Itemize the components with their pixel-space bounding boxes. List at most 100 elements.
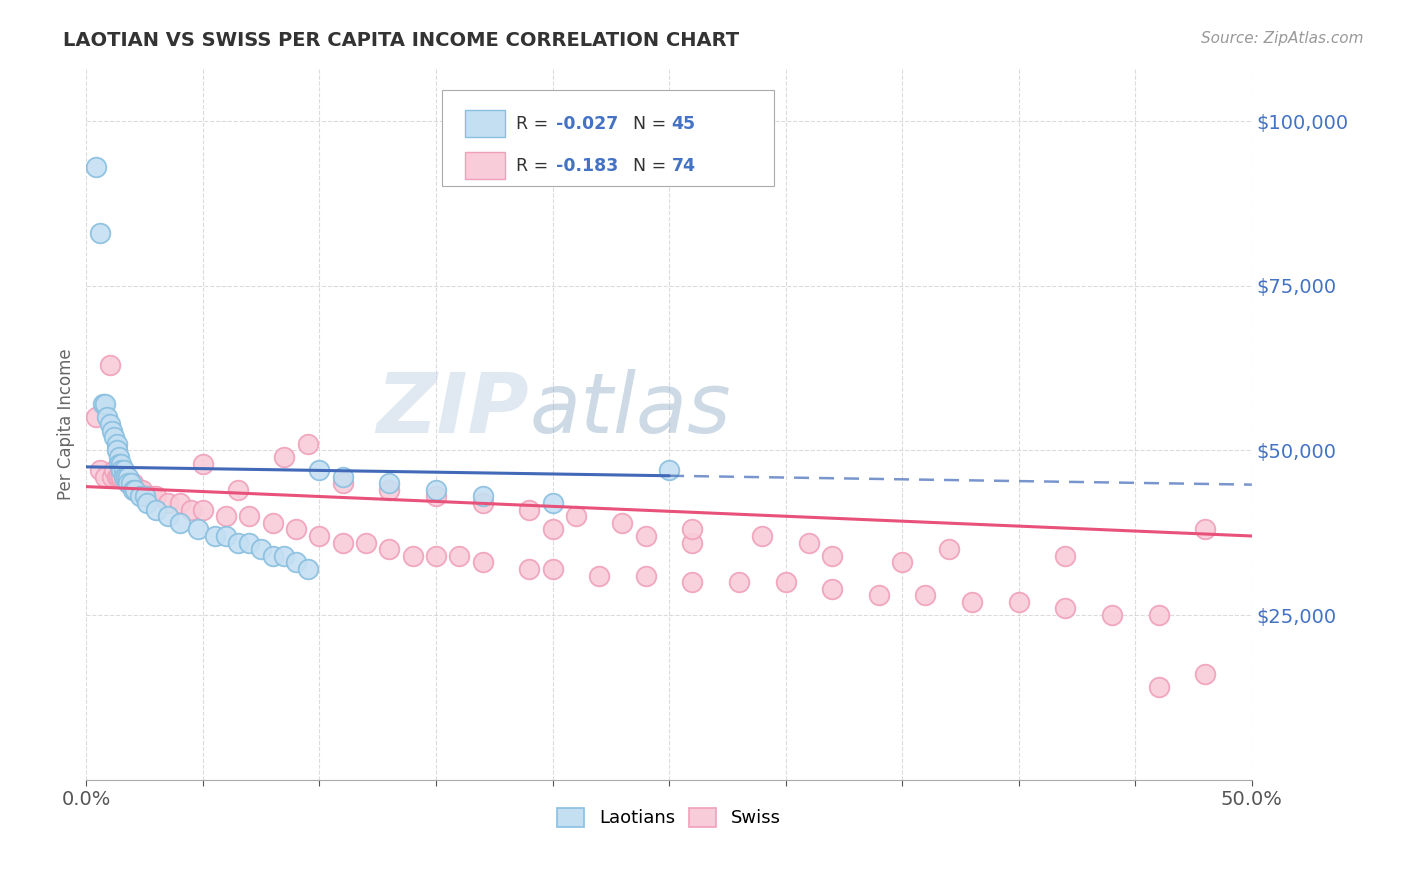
Point — [169, 496, 191, 510]
Text: ZIP: ZIP — [377, 369, 529, 450]
Point — [98, 358, 121, 372]
Point — [135, 490, 157, 504]
Point — [103, 463, 125, 477]
Point — [285, 523, 308, 537]
Point — [96, 410, 118, 425]
Point — [135, 496, 157, 510]
Text: LAOTIAN VS SWISS PER CAPITA INCOME CORRELATION CHART: LAOTIAN VS SWISS PER CAPITA INCOME CORRE… — [63, 31, 740, 50]
Point — [122, 476, 145, 491]
Point — [117, 476, 139, 491]
Point — [354, 535, 377, 549]
Point — [797, 535, 820, 549]
Text: -0.027: -0.027 — [555, 115, 619, 133]
Point — [634, 529, 657, 543]
Point — [238, 535, 260, 549]
Point — [1194, 667, 1216, 681]
Point — [960, 595, 983, 609]
Point — [378, 483, 401, 497]
Point — [449, 549, 471, 563]
Point — [191, 502, 214, 516]
Point — [124, 483, 146, 497]
Point — [112, 463, 135, 477]
Point — [94, 397, 117, 411]
Point — [681, 523, 703, 537]
Point — [101, 469, 124, 483]
Text: Source: ZipAtlas.com: Source: ZipAtlas.com — [1201, 31, 1364, 46]
Point — [332, 469, 354, 483]
Point — [238, 509, 260, 524]
Point — [658, 463, 681, 477]
Point — [868, 588, 890, 602]
Point — [120, 476, 142, 491]
Point — [332, 535, 354, 549]
Point — [115, 469, 138, 483]
Point — [156, 496, 179, 510]
Point — [1194, 523, 1216, 537]
Point — [425, 490, 447, 504]
Point — [471, 490, 494, 504]
Point — [91, 397, 114, 411]
Point — [517, 502, 540, 516]
Point — [105, 469, 128, 483]
Point — [122, 483, 145, 497]
FancyBboxPatch shape — [465, 111, 505, 136]
Point — [401, 549, 423, 563]
Text: N =: N = — [633, 157, 672, 175]
Point — [308, 463, 330, 477]
Text: -0.183: -0.183 — [555, 157, 619, 175]
FancyBboxPatch shape — [465, 153, 505, 178]
Point — [262, 516, 284, 530]
Point — [101, 424, 124, 438]
Point — [84, 410, 107, 425]
Text: R =: R = — [516, 157, 554, 175]
Point — [250, 542, 273, 557]
Point — [681, 575, 703, 590]
Text: N =: N = — [633, 115, 672, 133]
Point — [938, 542, 960, 557]
Point — [84, 161, 107, 175]
Point — [821, 582, 844, 596]
Point — [127, 483, 149, 497]
Point — [129, 490, 152, 504]
Point — [226, 483, 249, 497]
Point — [378, 476, 401, 491]
Point — [914, 588, 936, 602]
Point — [634, 568, 657, 582]
Point — [98, 417, 121, 431]
Point — [297, 437, 319, 451]
Point — [821, 549, 844, 563]
Point — [285, 555, 308, 569]
Point — [378, 542, 401, 557]
Point — [1008, 595, 1031, 609]
Point — [120, 476, 142, 491]
Point — [117, 476, 139, 491]
Point — [425, 549, 447, 563]
Point — [1147, 607, 1170, 622]
Point — [775, 575, 797, 590]
Point — [117, 469, 139, 483]
Point — [541, 496, 564, 510]
Point — [105, 443, 128, 458]
Point — [425, 483, 447, 497]
Point — [145, 502, 167, 516]
Point — [94, 469, 117, 483]
Point — [215, 529, 238, 543]
Point — [103, 430, 125, 444]
Point — [89, 226, 111, 240]
FancyBboxPatch shape — [441, 90, 773, 186]
Point — [141, 490, 163, 504]
Legend: Laotians, Swiss: Laotians, Swiss — [550, 801, 789, 835]
Point — [156, 509, 179, 524]
Point — [541, 562, 564, 576]
Point — [588, 568, 610, 582]
Point — [108, 457, 131, 471]
Point — [105, 437, 128, 451]
Text: 74: 74 — [672, 157, 696, 175]
Point — [215, 509, 238, 524]
Y-axis label: Per Capita Income: Per Capita Income — [58, 348, 75, 500]
Point — [1054, 549, 1077, 563]
Point — [471, 555, 494, 569]
Point — [110, 457, 132, 471]
Point — [891, 555, 914, 569]
Point — [308, 529, 330, 543]
